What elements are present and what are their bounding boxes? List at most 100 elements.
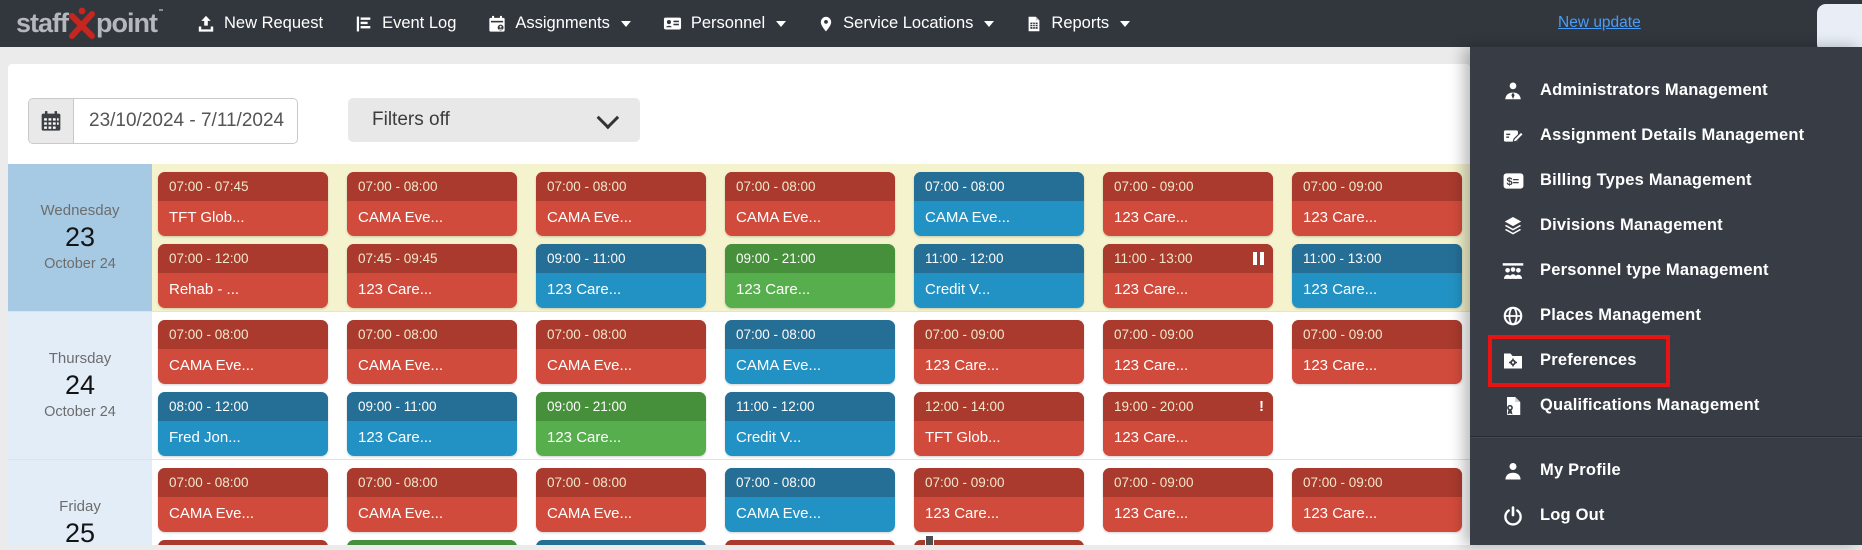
- shift-time: 07:00 - 08:00: [358, 475, 438, 490]
- shift-time: 07:00 - 08:00: [169, 475, 249, 490]
- menu-item-assignment-details-management[interactable]: Assignment Details Management: [1470, 113, 1862, 158]
- menu-item-divisions-management[interactable]: Divisions Management: [1470, 203, 1862, 248]
- shift-name: 123 Care...: [547, 428, 622, 446]
- logo-text-staff: staff: [16, 8, 69, 38]
- shift-time-header: 09:00 - 11:00: [536, 244, 706, 273]
- shift-cell[interactable]: 07:00 - 12:00 Rehab - ...: [158, 244, 328, 308]
- nav-item-assignments[interactable]: Assignments: [488, 14, 631, 33]
- svg-text:$=: $=: [1506, 175, 1519, 187]
- shift-cell[interactable]: 07:00 - 08:00 CAMA Eve...: [158, 468, 328, 532]
- menu-item-personnel-type-management[interactable]: Personnel type Management: [1470, 248, 1862, 293]
- calendar-picker-button[interactable]: [29, 99, 74, 143]
- shift-cell[interactable]: 07:00 - 07:45 TFT Glob...: [158, 172, 328, 236]
- event-log-icon: [355, 15, 373, 33]
- shift-time: 07:00 - 09:00: [1303, 475, 1383, 490]
- shift-time: 09:00 - 21:00: [547, 399, 627, 414]
- shift-cell[interactable]: 11:00 - 12:00 Credit V...: [725, 392, 895, 456]
- shift-cell[interactable]: 07:00 - 08:00 CAMA Eve...: [158, 320, 328, 384]
- admin-menu-list: Administrators Management Assignment Deta…: [1470, 47, 1862, 428]
- nav-item-service-locations[interactable]: Service Locations: [818, 14, 995, 33]
- nav-item-reports[interactable]: Reports: [1026, 14, 1131, 33]
- shift-cell[interactable]: 07:00 - 09:00 123 Care...: [914, 320, 1084, 384]
- day-label: Friday25October 24: [8, 460, 152, 545]
- shift-cell[interactable]: 07:00 - 08:00 CAMA Eve...: [347, 468, 517, 532]
- shift-cell[interactable]: 07:00 - 08:00 CAMA Eve...: [725, 172, 895, 236]
- shift-cell[interactable]: 07:00 - 09:00 123 Care...: [1292, 468, 1462, 532]
- shift-cell[interactable]: 07:00 - 08:00 CAMA Eve...: [347, 320, 517, 384]
- shift-name: CAMA Eve...: [358, 208, 444, 226]
- shift-cell[interactable]: 19:00 - 20:00! 123 Care...: [1103, 392, 1273, 456]
- new-update-link[interactable]: New update: [1558, 14, 1641, 31]
- shift-cell[interactable]: 07:00 - 08:00 CAMA Eve...: [914, 172, 1084, 236]
- shift-subrow: 08:00 - 12:00 Fred Jon... 09:00 - 11:00 123…: [158, 392, 1470, 456]
- shift-time: 11:00 - 13:00: [1303, 251, 1382, 266]
- day-name: Wednesday: [40, 202, 120, 220]
- shift-cell[interactable]: 08:00 - 12:00 Fred Jon...: [158, 392, 328, 456]
- shift-name: TFT Glob...: [169, 208, 245, 226]
- shift-cell[interactable]: 07:00 - 08:00 CAMA Eve...: [725, 468, 895, 532]
- menu-item-qualifications-management[interactable]: Qualifications Management: [1470, 383, 1862, 428]
- nav-item-new-request[interactable]: New Request: [197, 14, 323, 33]
- menu-item-places-management[interactable]: Places Management: [1470, 293, 1862, 338]
- filters-dropdown[interactable]: Filters off: [348, 98, 640, 142]
- app-logo[interactable]: staff point: [16, 3, 163, 44]
- menu-item-billing-types-management[interactable]: $= Billing Types Management: [1470, 158, 1862, 203]
- shift-name: CAMA Eve...: [169, 504, 255, 522]
- shift-cell[interactable]: [536, 540, 706, 545]
- nav-item-label: Reports: [1051, 14, 1110, 32]
- assignments-calendar-icon: [488, 15, 506, 33]
- shift-name: 123 Care...: [925, 356, 1000, 374]
- shift-subrow: 07:00 - 08:00 CAMA Eve... 07:00 - 08:00 CAM…: [158, 468, 1470, 532]
- menu-divider: [1470, 436, 1862, 437]
- date-range-input[interactable]: 23/10/2024 - 7/11/2024: [89, 110, 285, 131]
- calendar-icon: [41, 111, 61, 131]
- shift-cell[interactable]: 07:00 - 09:00 123 Care...: [1103, 172, 1273, 236]
- nav-item-event-log[interactable]: Event Log: [355, 14, 456, 33]
- shift-cell[interactable]: [914, 540, 1084, 545]
- shift-cell[interactable]: 07:00 - 09:00 123 Care...: [914, 468, 1084, 532]
- user-menu-button[interactable]: [1817, 4, 1862, 53]
- shift-cell[interactable]: 07:00 - 08:00 CAMA Eve...: [347, 172, 517, 236]
- shift-cell[interactable]: 09:00 - 21:00 123 Care...: [725, 244, 895, 308]
- shift-cell[interactable]: 07:00 - 09:00 123 Care...: [1103, 468, 1273, 532]
- menu-item-preferences[interactable]: Preferences: [1470, 335, 1862, 387]
- menu-item-label: Billing Types Management: [1540, 171, 1752, 189]
- shift-cell[interactable]: [158, 540, 328, 545]
- shift-cell[interactable]: 07:00 - 08:00 CAMA Eve...: [725, 320, 895, 384]
- shift-name: 123 Care...: [925, 504, 1000, 522]
- menu-item-administrators-management[interactable]: Administrators Management: [1470, 68, 1862, 113]
- shift-cell[interactable]: 11:00 - 12:00 Credit V...: [914, 244, 1084, 308]
- globe-icon: [1502, 306, 1524, 326]
- shift-cell[interactable]: 11:00 - 13:00 123 Care...: [1103, 244, 1273, 308]
- shift-cell[interactable]: [347, 540, 517, 545]
- menu-item-label: Places Management: [1540, 306, 1702, 324]
- shift-name: 123 Care...: [1114, 208, 1189, 226]
- caret-down-icon: [620, 20, 631, 27]
- shift-cell[interactable]: 12:00 - 14:00 TFT Glob...: [914, 392, 1084, 456]
- shift-cell[interactable]: 07:00 - 09:00 123 Care...: [1103, 320, 1273, 384]
- menu-item-label: Personnel type Management: [1540, 261, 1769, 279]
- shift-cell[interactable]: 07:00 - 09:00 123 Care...: [1292, 320, 1462, 384]
- shift-cell[interactable]: 09:00 - 21:00 123 Care...: [536, 392, 706, 456]
- shift-name: CAMA Eve...: [736, 356, 822, 374]
- shift-time-header: [536, 540, 706, 545]
- menu-item-label: My Profile: [1540, 461, 1621, 479]
- shift-time: 07:00 - 08:00: [736, 475, 816, 490]
- shift-name: CAMA Eve...: [547, 208, 633, 226]
- shift-cell[interactable]: [725, 540, 895, 545]
- shift-cell[interactable]: 11:00 - 13:00 123 Care...: [1292, 244, 1462, 308]
- menu-item-log-out[interactable]: Log Out: [1470, 493, 1862, 538]
- shift-time-header: 09:00 - 11:00: [347, 392, 517, 421]
- nav-item-personnel[interactable]: Personnel: [663, 14, 787, 33]
- shift-cell[interactable]: 07:00 - 08:00 CAMA Eve...: [536, 320, 706, 384]
- menu-item-my-profile[interactable]: My Profile: [1470, 448, 1862, 493]
- day-row-friday: Friday25October 24 07:00 - 08:00 CAMA Eve.…: [8, 459, 1470, 545]
- shift-time: 07:00 - 09:00: [1114, 179, 1194, 194]
- people-group-icon: [1502, 262, 1524, 280]
- shift-cell[interactable]: 07:00 - 09:00 123 Care...: [1292, 172, 1462, 236]
- shift-cell[interactable]: 07:45 - 09:45 123 Care...: [347, 244, 517, 308]
- shift-cell[interactable]: 07:00 - 08:00 CAMA Eve...: [536, 468, 706, 532]
- shift-cell[interactable]: 09:00 - 11:00 123 Care...: [347, 392, 517, 456]
- shift-cell[interactable]: 07:00 - 08:00 CAMA Eve...: [536, 172, 706, 236]
- shift-cell[interactable]: 09:00 - 11:00 123 Care...: [536, 244, 706, 308]
